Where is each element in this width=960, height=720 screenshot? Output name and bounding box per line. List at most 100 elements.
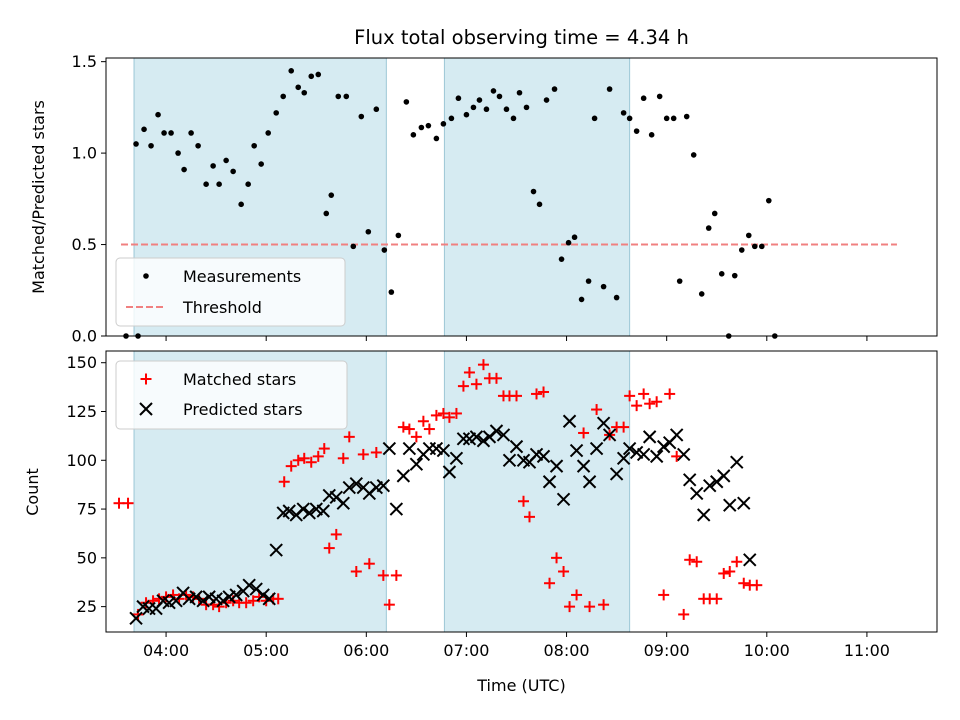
top-y-axis-label: Matched/Predicted stars [29,100,48,294]
predicted-point [616,451,631,466]
measurement-point [280,93,287,100]
matched-point [397,421,409,433]
predicted-point [489,424,504,438]
matched-point [631,400,643,412]
matched-point [578,427,590,439]
bottom-plot-frame [105,350,938,633]
measurement-point [656,93,663,100]
measurement-point [328,192,335,198]
matched-point [383,599,395,611]
measurement-point [698,291,705,297]
measurement-point [350,243,357,250]
measurement-point [640,95,647,102]
matched-point [240,597,252,609]
y-tick-label: 150 [66,353,97,372]
predicted-point [389,502,404,516]
predicted-point [382,441,397,456]
series-1-marks [129,414,757,626]
y-tick-label: 25 [77,597,97,616]
matched-point [751,579,763,591]
measurement-point [295,84,302,91]
measurement-point [571,234,578,241]
matched-point [551,552,563,564]
matched-point [357,448,369,460]
matched-point [658,589,670,601]
matched-point [624,390,636,402]
measurement-point [203,181,209,187]
measurement-point [585,278,592,284]
predicted-point [556,492,571,507]
matched-point [343,431,355,443]
series-0-marks [123,68,778,339]
predicted-point [562,414,577,428]
matched-point [350,566,362,578]
predicted-point [743,553,757,567]
measurement-point [626,115,633,122]
measurement-point [758,243,765,250]
predicted-point [703,478,717,493]
matched-point [377,569,389,581]
measurement-point [381,247,388,253]
measurement-point [148,142,154,149]
top-y-axis-ticks: 0.0 0.5 1.0 1.5 [72,52,106,346]
predicted-point [582,475,597,489]
matched-point [638,388,650,400]
matched-point [524,511,536,523]
bottom-legend: Matched stars Predicted stars [115,360,348,430]
matched-point [272,593,284,605]
measurement-point [440,121,447,127]
predicted-point [642,430,657,444]
matched-point [153,593,165,605]
measurement-point [223,157,229,164]
bottom-x-axis-ticks: 04:00 05:00 06:00 07:00 08:00 09:00 10:00 11:00 [143,632,890,660]
measurement-point [418,124,425,131]
matched-point [644,398,656,410]
measurement-point [188,130,194,136]
measurement-point [155,111,161,118]
predicted-point [542,475,557,489]
predicted-point [609,467,624,481]
matched-point [651,396,663,408]
predicted-point [189,590,203,604]
predicted-point [697,508,711,522]
matched-point [370,446,382,458]
measurement-point [425,122,432,129]
predicted-point [442,465,457,479]
measurement-point [251,142,257,149]
measurement-point [503,106,510,113]
top-panel: 0.0 0.5 1.0 1.5 Matched/Predicted stars Mea… [29,52,938,346]
predicted-point [256,588,270,602]
measurement-point [751,243,758,250]
matched-point [122,497,134,509]
legend-measurements-label: Measurements [183,267,301,286]
measurement-point [273,110,280,116]
matched-point [564,601,576,613]
predicted-point [376,478,391,493]
measurements-series [123,68,778,339]
matched-point [410,431,422,443]
matched-point [337,452,349,464]
predicted-point [402,441,417,456]
predicted-point [316,504,330,518]
predicted-point [336,496,350,510]
predicted-point [229,588,243,602]
matched-point [457,380,469,392]
measurement-point [600,283,607,290]
measurement-point [388,289,395,295]
matched-point [510,390,522,402]
measurement-point [315,71,322,78]
measurement-point [551,86,558,92]
measurement-point [620,110,627,116]
measurement-point [168,130,174,136]
measurement-point [358,113,365,120]
legend-threshold-label: Threshold [182,298,262,317]
matched-point [544,577,556,589]
predicted-point [216,594,230,608]
predicted-point [676,447,691,462]
measurement-point [365,228,372,235]
measurement-point [543,97,550,103]
measurement-point [705,225,712,231]
measurement-point [265,130,271,136]
measurement-point [690,152,697,158]
matched-point [390,569,402,581]
